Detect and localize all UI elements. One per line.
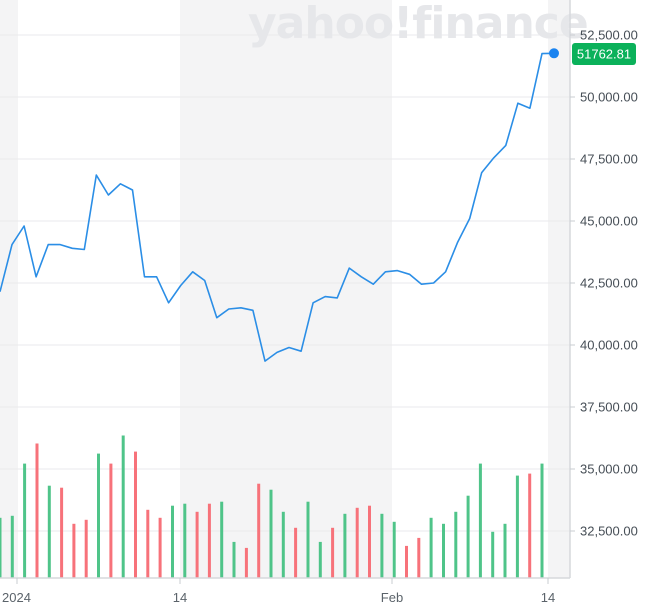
y-tick-label: 37,500.00 (580, 400, 638, 415)
volume-bar (0, 517, 2, 578)
volume-bar (392, 521, 396, 578)
volume-bar (171, 505, 174, 578)
y-tick-label: 50,000.00 (580, 90, 638, 105)
volume-bar (417, 537, 421, 578)
volume-bar (368, 505, 371, 578)
y-axis: 52,500.00 50,000.00 47,500.00 45,000.00 42,5… (570, 28, 638, 539)
y-tick-label: 47,500.00 (580, 152, 638, 167)
x-tick-label: 14 (173, 590, 187, 605)
y-tick-label: 32,500.00 (580, 524, 638, 539)
volume-bar (97, 453, 100, 578)
volume-bar (195, 511, 199, 578)
volume-bar (478, 463, 482, 578)
volume-bar (220, 501, 224, 578)
volume-bar (257, 483, 261, 578)
volume-bar (491, 531, 495, 578)
volume-bar (121, 435, 125, 578)
last-price-marker (549, 48, 559, 59)
volume-bar (35, 443, 39, 578)
current-price-label: 51762.81 (577, 47, 631, 62)
shaded-month-bands (0, 0, 570, 578)
volume-bar (244, 547, 248, 578)
volume-bar (232, 541, 236, 578)
price-line[interactable] (0, 52, 555, 362)
yahoo-finance-watermark: yahoo!finance (248, 0, 588, 49)
x-tick-label: Feb (381, 590, 403, 605)
y-tick-label: 45,000.00 (580, 214, 638, 229)
volume-bar (503, 523, 507, 578)
volume-bar (528, 473, 532, 578)
x-axis: 2024 14 Feb 14 (2, 578, 555, 605)
y-tick-label: 42,500.00 (580, 276, 638, 291)
volume-bar (442, 523, 445, 578)
volume-bar (318, 541, 322, 578)
volume-bar (540, 463, 544, 578)
x-tick-label: 2024 (2, 590, 31, 605)
volume-bar (405, 545, 408, 578)
volume-bar (380, 513, 384, 578)
volume-bar (281, 511, 285, 578)
volume-bar (306, 501, 310, 578)
volume-bar (355, 507, 359, 578)
volume-bar (269, 489, 273, 578)
volume-bar (84, 519, 88, 578)
volume-bar (466, 495, 470, 578)
volume-bar (207, 503, 211, 578)
volume-bar (47, 485, 51, 578)
volume-bar (294, 527, 298, 578)
volume-bar (429, 517, 433, 578)
volume-bar (331, 527, 335, 578)
volume-bar (343, 513, 347, 578)
y-tick-label: 40,000.00 (580, 338, 638, 353)
y-tick-label: 35,000.00 (580, 462, 638, 477)
y-tick-label: 52,500.00 (580, 28, 638, 43)
volume-bar (10, 515, 14, 578)
volume-bar (72, 523, 76, 578)
volume-bar (134, 451, 137, 578)
volume-bar (146, 509, 150, 578)
volume-bar (23, 463, 27, 578)
volume-bar (183, 503, 187, 578)
x-tick-label: 14 (541, 590, 555, 605)
volume-bars (0, 435, 544, 578)
volume-bar (515, 475, 519, 578)
current-price-tag: 51762.81 (572, 43, 636, 65)
volume-bar (60, 487, 64, 578)
volume-bar (454, 511, 458, 578)
volume-bar (158, 517, 162, 578)
volume-bar (109, 463, 113, 578)
grid-lines (0, 34, 570, 532)
